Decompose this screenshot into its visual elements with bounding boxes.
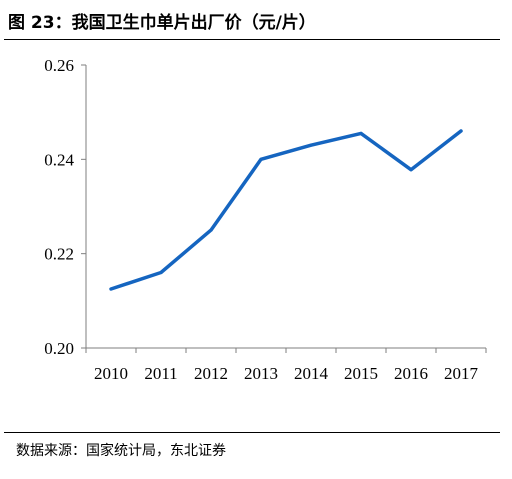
chart-title: 图 23：我国卫生巾单片出厂价（元/片） (8, 13, 316, 33)
y-tick-label: 0.20 (44, 339, 74, 358)
data-point (209, 228, 213, 232)
x-tick-label: 2016 (394, 364, 428, 383)
x-tick-labels: 2010 2011 2012 2013 2014 2015 2016 2017 (94, 364, 479, 383)
x-tick-label: 2011 (144, 364, 177, 383)
x-tick-label: 2012 (194, 364, 228, 383)
data-point (159, 271, 163, 275)
y-tick-label: 0.24 (44, 150, 74, 169)
series-line (109, 129, 463, 291)
data-point (309, 143, 313, 147)
x-tick-label: 2017 (444, 364, 479, 383)
data-point (409, 168, 413, 172)
y-tick-label: 0.22 (44, 245, 74, 264)
title-divider (4, 39, 500, 40)
chart-series (109, 129, 463, 291)
x-tick-label: 2013 (244, 364, 278, 383)
y-tick-label: 0.26 (44, 56, 74, 75)
y-tick-labels: 0.20 0.22 0.24 0.26 (44, 56, 74, 358)
chart-axes (81, 64, 487, 353)
data-point (359, 131, 363, 135)
data-point (459, 129, 463, 133)
x-tick-label: 2015 (344, 364, 378, 383)
x-tick-label: 2014 (294, 364, 329, 383)
x-tick-label: 2010 (94, 364, 128, 383)
source-divider (4, 432, 500, 433)
data-point (259, 157, 263, 161)
data-point (109, 287, 113, 291)
data-source: 数据来源：国家统计局，东北证券 (16, 443, 226, 459)
